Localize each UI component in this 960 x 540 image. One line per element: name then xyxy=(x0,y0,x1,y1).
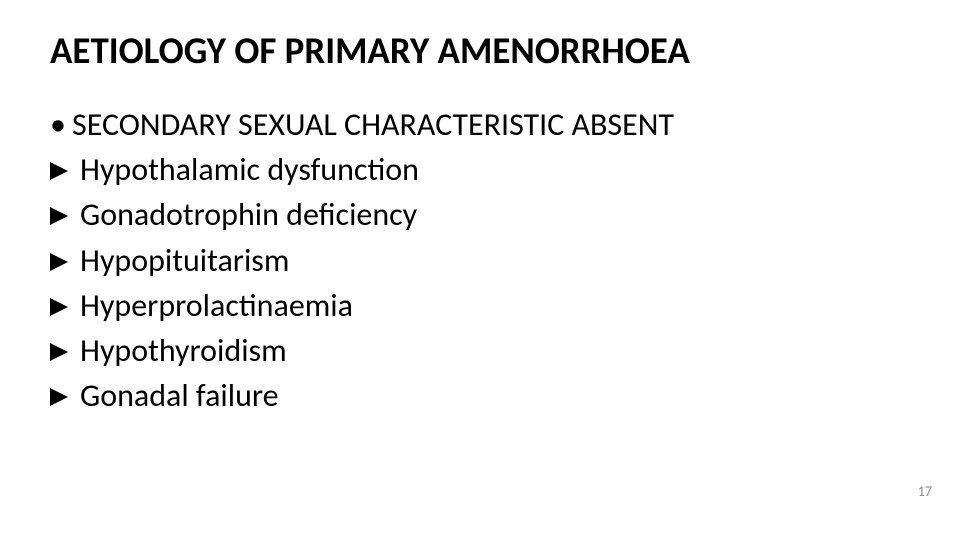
list-item-text: Gonadal failure xyxy=(80,374,279,417)
bullet-arrow-icon xyxy=(50,284,80,327)
bullet-arrow-icon xyxy=(50,193,80,236)
list-item: Hyperprolactinaemia xyxy=(50,284,910,327)
list-item-text: Hyperprolactinaemia xyxy=(80,284,353,327)
bullet-disc-icon xyxy=(50,103,72,146)
bullet-arrow-icon xyxy=(50,374,80,417)
list-item-text: SECONDARY SEXUAL CHARACTERISTIC ABSENT xyxy=(72,103,674,146)
list-item-text: Hypothalamic dysfunction xyxy=(80,148,419,191)
slide: AETIOLOGY OF PRIMARY AMENORRHOEA SECONDA… xyxy=(0,0,960,540)
bullet-arrow-icon xyxy=(50,329,80,372)
list-item-text: Hypopituitarism xyxy=(80,239,289,282)
slide-body: SECONDARY SEXUAL CHARACTERISTIC ABSENT H… xyxy=(50,103,910,417)
list-item: Hypothalamic dysfunction xyxy=(50,148,910,191)
list-item: Hypothyroidism xyxy=(50,329,910,372)
bullet-arrow-icon xyxy=(50,148,80,191)
list-item: Hypopituitarism xyxy=(50,239,910,282)
bullet-arrow-icon xyxy=(50,239,80,282)
page-number: 17 xyxy=(918,483,932,500)
slide-title: AETIOLOGY OF PRIMARY AMENORRHOEA xyxy=(50,28,910,73)
list-item-text: Gonadotrophin deficiency xyxy=(80,193,417,236)
list-item-text: Hypothyroidism xyxy=(80,329,287,372)
list-item-heading: SECONDARY SEXUAL CHARACTERISTIC ABSENT xyxy=(50,103,910,146)
list-item: Gonadotrophin deficiency xyxy=(50,193,910,236)
list-item: Gonadal failure xyxy=(50,374,910,417)
